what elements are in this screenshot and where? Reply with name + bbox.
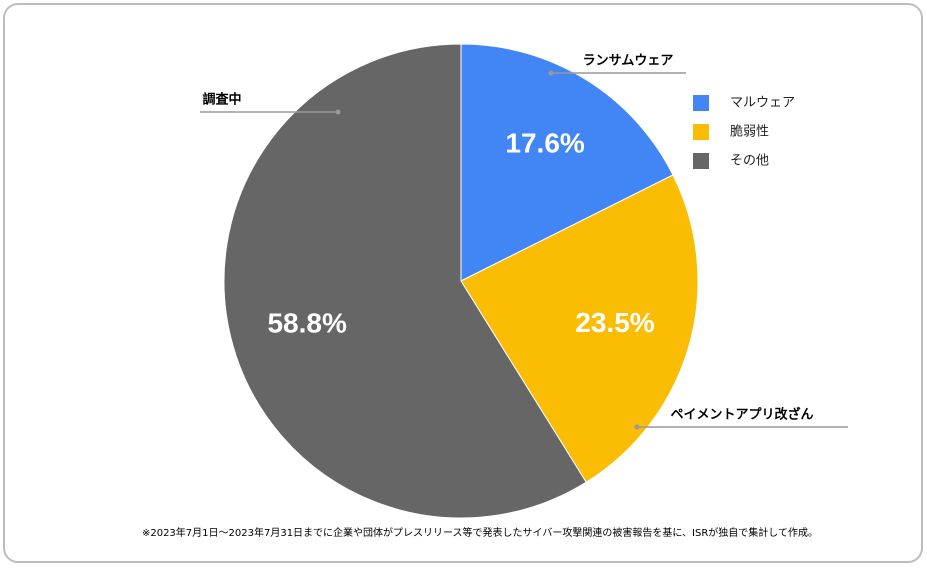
pie-slice [460, 174, 699, 483]
callout-dot [548, 70, 554, 76]
slice-label: 58.8% [267, 307, 346, 338]
slice-label: 17.6% [505, 127, 584, 158]
legend-label: その他 [730, 154, 769, 169]
legend-swatch [693, 124, 709, 140]
annotation: ランサムウェア [583, 54, 674, 69]
legend-label: マルウェア [730, 96, 795, 111]
pie-slice [460, 43, 674, 282]
annotation: 調査中 [202, 92, 241, 108]
footnote: ※2023年7月1日～2023年7月31日までに企業や団体がプレスリリース等で発… [142, 526, 818, 539]
legend-swatch [693, 153, 709, 169]
legend-label: 脆弱性 [730, 124, 769, 140]
legend-swatch [693, 95, 709, 111]
slice-label: 23.5% [575, 307, 654, 338]
pie-slice [223, 43, 587, 519]
callout-dot [634, 424, 640, 430]
callout-dot [335, 109, 341, 115]
annotation: ペイメントアプリ改ざん [670, 407, 813, 423]
